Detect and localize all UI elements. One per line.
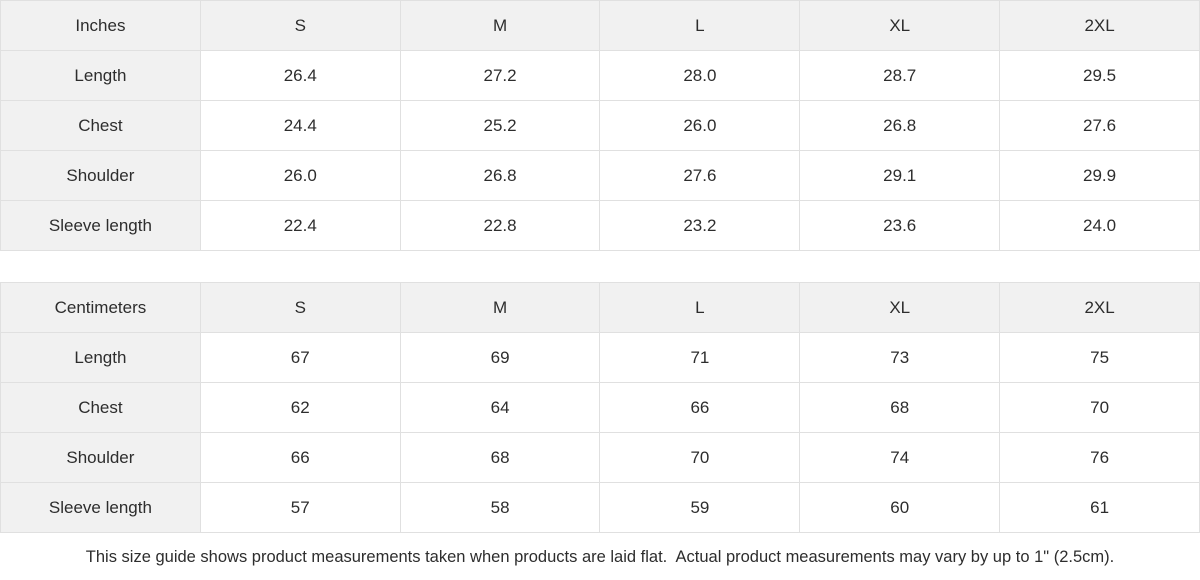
size-col-header-xl: XL <box>799 0 1001 51</box>
measurement-cell: 60 <box>799 482 1001 533</box>
measurement-cell: 70 <box>999 382 1200 433</box>
measurement-cell: 24.4 <box>199 100 401 151</box>
table-row: Chest 62 64 66 68 70 <box>0 382 1200 433</box>
size-guide-note: This size guide shows product measuremen… <box>0 533 1200 580</box>
measurement-cell: 73 <box>799 332 1001 383</box>
row-label-shoulder: Shoulder <box>0 150 201 201</box>
measurement-cell: 28.7 <box>799 50 1001 101</box>
measurement-cell: 59 <box>599 482 801 533</box>
inches-size-table: Inches S M L XL 2XL Length 26.4 27.2 28.… <box>0 0 1200 251</box>
table-header-row: Inches S M L XL 2XL <box>0 0 1200 51</box>
measurement-cell: 29.1 <box>799 150 1001 201</box>
measurement-cell: 29.9 <box>999 150 1200 201</box>
measurement-cell: 61 <box>999 482 1200 533</box>
unit-header-inches: Inches <box>0 0 201 51</box>
measurement-cell: 58 <box>399 482 601 533</box>
size-col-header-l: L <box>599 0 801 51</box>
measurement-cell: 68 <box>399 432 601 483</box>
table-row: Length 67 69 71 73 75 <box>0 332 1200 383</box>
measurement-cell: 66 <box>599 382 801 433</box>
centimeters-size-table: Centimeters S M L XL 2XL Length 67 69 71… <box>0 282 1200 533</box>
measurement-cell: 26.0 <box>199 150 401 201</box>
size-col-header-m: M <box>399 282 601 333</box>
measurement-cell: 62 <box>199 382 401 433</box>
measurement-cell: 76 <box>999 432 1200 483</box>
size-col-header-xl: XL <box>799 282 1001 333</box>
row-label-chest: Chest <box>0 382 201 433</box>
unit-header-centimeters: Centimeters <box>0 282 201 333</box>
measurement-cell: 26.8 <box>399 150 601 201</box>
table-row: Shoulder 66 68 70 74 76 <box>0 432 1200 483</box>
measurement-cell: 70 <box>599 432 801 483</box>
measurement-cell: 71 <box>599 332 801 383</box>
table-row: Sleeve length 57 58 59 60 61 <box>0 482 1200 533</box>
measurement-cell: 75 <box>999 332 1200 383</box>
measurement-cell: 26.4 <box>199 50 401 101</box>
size-col-header-2xl: 2XL <box>999 282 1200 333</box>
measurement-cell: 27.2 <box>399 50 601 101</box>
measurement-cell: 68 <box>799 382 1001 433</box>
measurement-cell: 26.8 <box>799 100 1001 151</box>
table-gap <box>0 251 1200 282</box>
measurement-cell: 26.0 <box>599 100 801 151</box>
row-label-chest: Chest <box>0 100 201 151</box>
row-label-length: Length <box>0 332 201 383</box>
size-col-header-s: S <box>199 0 401 51</box>
measurement-cell: 27.6 <box>999 100 1200 151</box>
row-label-shoulder: Shoulder <box>0 432 201 483</box>
table-row: Shoulder 26.0 26.8 27.6 29.1 29.9 <box>0 150 1200 201</box>
size-col-header-2xl: 2XL <box>999 0 1200 51</box>
measurement-cell: 66 <box>199 432 401 483</box>
measurement-cell: 64 <box>399 382 601 433</box>
table-row: Sleeve length 22.4 22.8 23.2 23.6 24.0 <box>0 200 1200 251</box>
measurement-cell: 67 <box>199 332 401 383</box>
measurement-cell: 27.6 <box>599 150 801 201</box>
table-row: Length 26.4 27.2 28.0 28.7 29.5 <box>0 50 1200 101</box>
measurement-cell: 23.6 <box>799 200 1001 251</box>
measurement-cell: 25.2 <box>399 100 601 151</box>
table-row: Chest 24.4 25.2 26.0 26.8 27.6 <box>0 100 1200 151</box>
size-col-header-s: S <box>199 282 401 333</box>
measurement-cell: 24.0 <box>999 200 1200 251</box>
size-col-header-l: L <box>599 282 801 333</box>
row-label-sleeve-length: Sleeve length <box>0 482 201 533</box>
row-label-length: Length <box>0 50 201 101</box>
measurement-cell: 23.2 <box>599 200 801 251</box>
row-label-sleeve-length: Sleeve length <box>0 200 201 251</box>
table-header-row: Centimeters S M L XL 2XL <box>0 282 1200 333</box>
measurement-cell: 57 <box>199 482 401 533</box>
measurement-cell: 28.0 <box>599 50 801 101</box>
measurement-cell: 22.4 <box>199 200 401 251</box>
measurement-cell: 22.8 <box>399 200 601 251</box>
size-col-header-m: M <box>399 0 601 51</box>
measurement-cell: 69 <box>399 332 601 383</box>
measurement-cell: 74 <box>799 432 1001 483</box>
measurement-cell: 29.5 <box>999 50 1200 101</box>
